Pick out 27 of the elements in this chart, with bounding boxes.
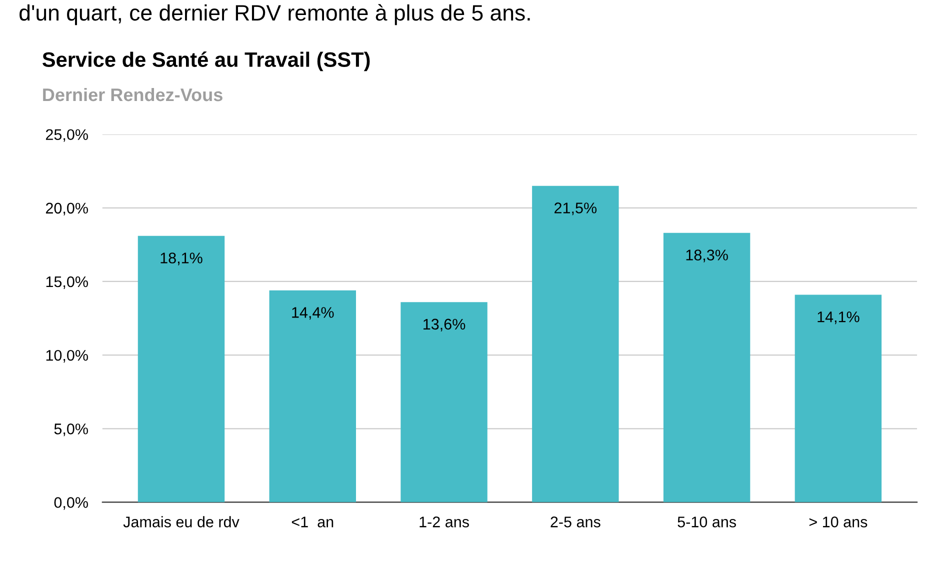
bar bbox=[794, 294, 882, 502]
y-tick-label: 20,0% bbox=[46, 202, 88, 216]
data-label: 13,6% bbox=[424, 318, 466, 332]
y-tick-label: 25,0% bbox=[46, 129, 88, 142]
data-label: 18,3% bbox=[686, 250, 728, 262]
y-tick-label: 10,0% bbox=[46, 350, 88, 363]
bar bbox=[269, 290, 356, 502]
data-label: 21,5% bbox=[554, 202, 597, 216]
x-tick-label: 2-5 ans bbox=[550, 516, 600, 528]
data-label: 18,1% bbox=[160, 252, 202, 266]
x-tick-label: > 10 ans bbox=[809, 516, 868, 528]
y-tick-label: 5,0% bbox=[54, 424, 88, 436]
bar bbox=[400, 302, 488, 502]
bar bbox=[138, 236, 225, 502]
x-tick-label: Jamais eu de rdv bbox=[123, 516, 240, 528]
chart-subtitle: Dernier Rendez-Vous bbox=[43, 88, 222, 102]
y-tick-label: 15,0% bbox=[46, 276, 88, 289]
text: d'un quart, ce dernier RDV remonte à plus de 5 ans. bbox=[20, 4, 530, 26]
x-tick-label: 5-10 ans bbox=[678, 516, 736, 528]
y-tick-label: 0,0% bbox=[54, 497, 88, 510]
data-label: 14,1% bbox=[818, 312, 860, 324]
chart-title: Service de Santé au Travail (SST) bbox=[42, 52, 370, 72]
bar bbox=[663, 232, 750, 502]
x-tick-label: <1 an bbox=[292, 516, 334, 528]
x-tick-label: 1-2 ans bbox=[420, 516, 469, 528]
bar bbox=[532, 186, 619, 502]
data-label: 14,4% bbox=[292, 307, 334, 320]
